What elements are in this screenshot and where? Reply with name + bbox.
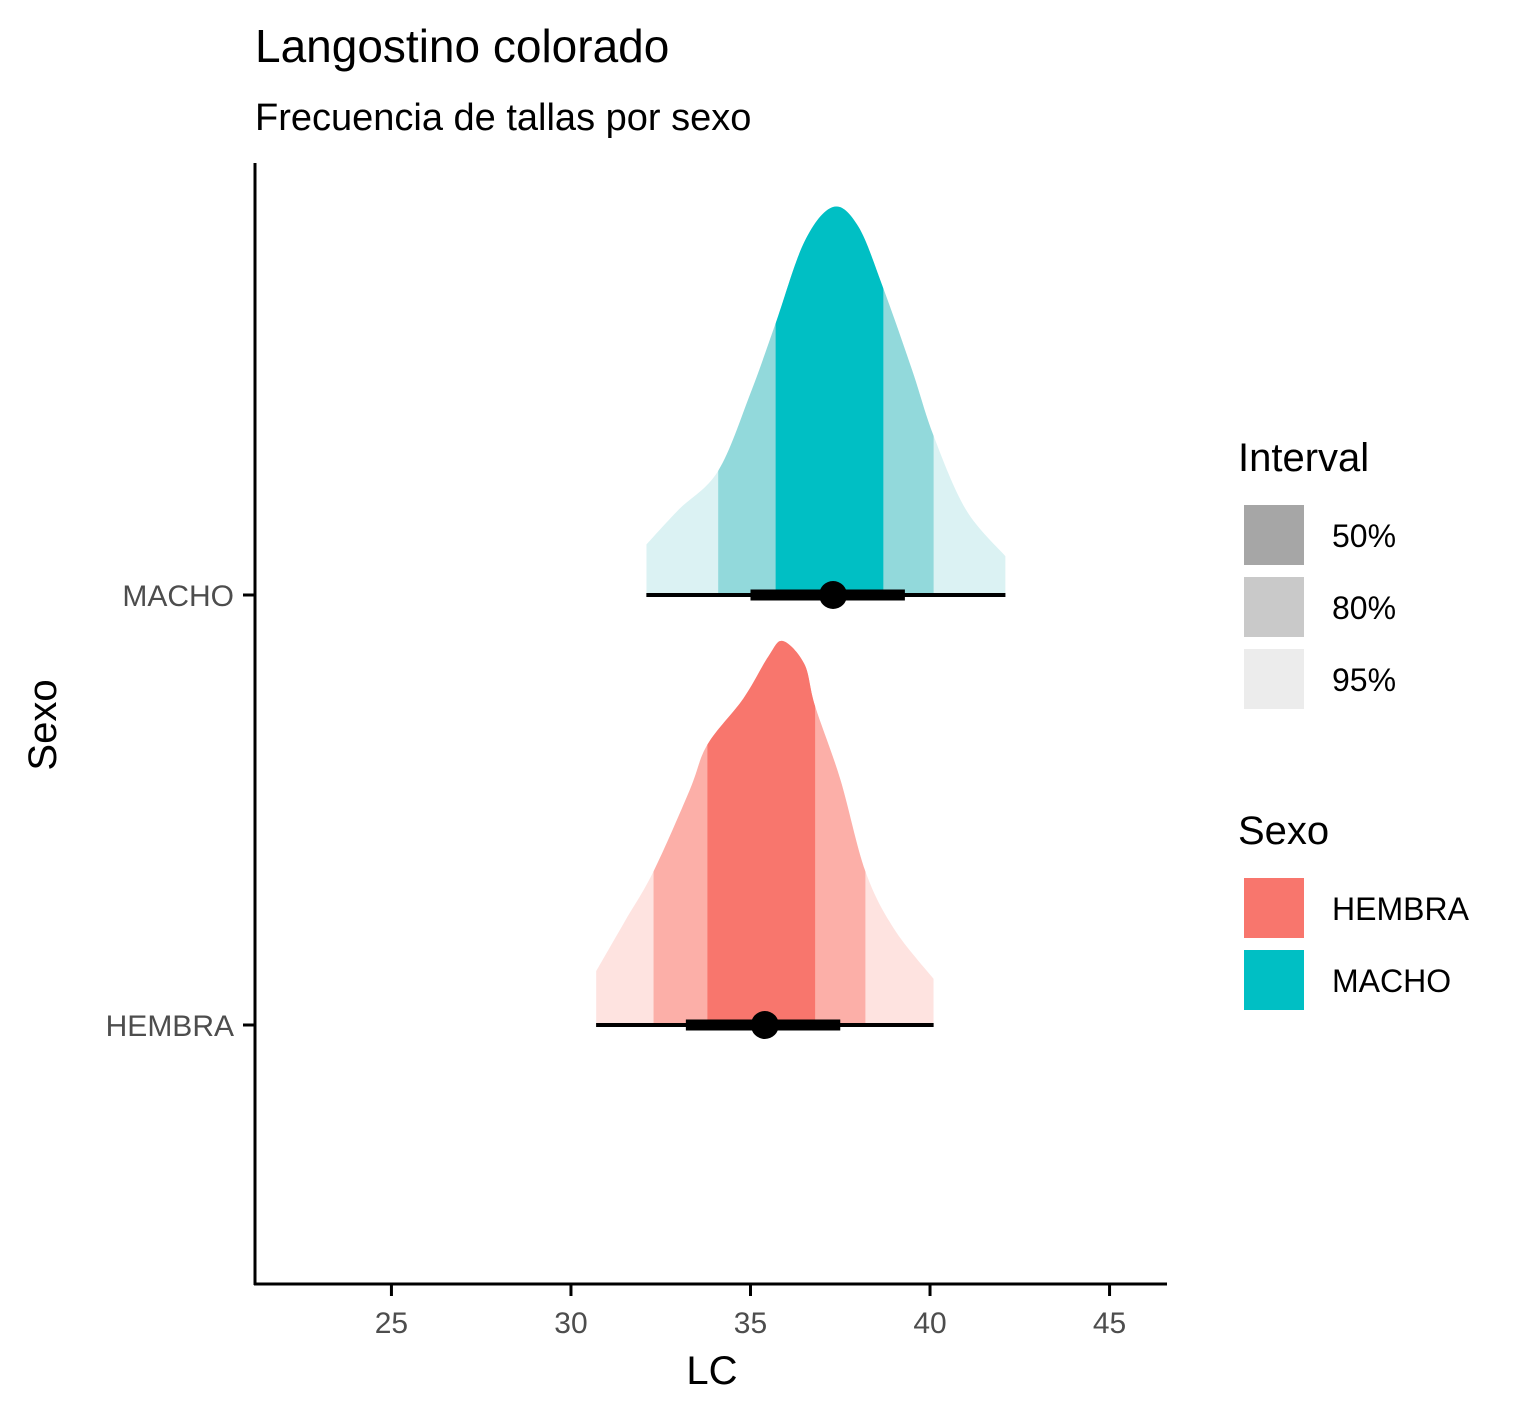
legend-sexo-label: HEMBRA bbox=[1332, 891, 1470, 927]
x-tick-label: 30 bbox=[554, 1307, 587, 1340]
x-tick-label: 40 bbox=[913, 1307, 946, 1340]
density-band50 bbox=[707, 640, 816, 1025]
x-tick-label: 45 bbox=[1093, 1307, 1126, 1340]
chart-title: Langostino colorado bbox=[255, 20, 669, 72]
legend: Interval Sexo 50% 80% 95% HEMBRA MACHO bbox=[1238, 436, 1470, 1010]
legend-interval-label: 50% bbox=[1332, 518, 1396, 554]
y-axis-label: Sexo bbox=[21, 679, 65, 770]
x-tick-label: 35 bbox=[734, 1307, 767, 1340]
legend-interval-swatch bbox=[1244, 577, 1304, 637]
legend-interval-title: Interval bbox=[1238, 436, 1369, 480]
y-ticks: HEMBRA MACHO bbox=[106, 580, 255, 1043]
x-axis-label: LC bbox=[686, 1349, 737, 1393]
legend-sexo-swatch bbox=[1244, 878, 1304, 938]
series-hembra bbox=[596, 640, 934, 1039]
legend-interval-swatch bbox=[1244, 505, 1304, 565]
legend-interval-swatch bbox=[1244, 649, 1304, 709]
y-tick-label: HEMBRA bbox=[106, 1010, 234, 1043]
x-ticks: 25 30 35 40 45 bbox=[375, 1285, 1126, 1340]
plot-area bbox=[596, 206, 1006, 1039]
point-estimate bbox=[819, 581, 848, 609]
x-tick-label: 25 bbox=[375, 1307, 408, 1340]
legend-interval-label: 95% bbox=[1332, 662, 1396, 698]
legend-interval-label: 80% bbox=[1332, 590, 1396, 626]
legend-sexo-label: MACHO bbox=[1332, 963, 1451, 999]
legend-sexo-title: Sexo bbox=[1238, 809, 1329, 853]
density-band50 bbox=[775, 206, 884, 595]
legend-sexo-swatch bbox=[1244, 950, 1304, 1010]
point-estimate bbox=[750, 1011, 779, 1039]
series-macho bbox=[646, 206, 1006, 609]
y-tick-label: MACHO bbox=[122, 580, 234, 613]
chart-subtitle: Frecuencia de tallas por sexo bbox=[255, 97, 751, 139]
